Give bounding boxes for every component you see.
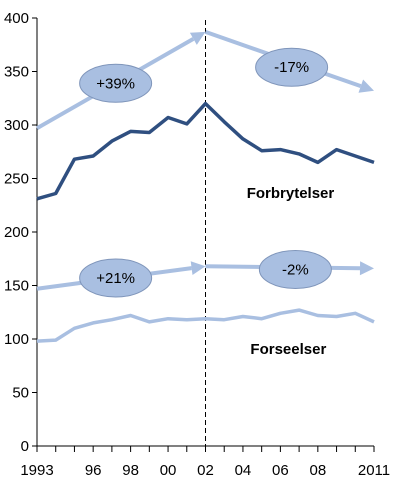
trend-bubble-label: -17% bbox=[274, 59, 309, 76]
x-tick-label: 98 bbox=[122, 462, 139, 479]
y-axis: 0 50 100 150 200 250 300 350 400 bbox=[4, 10, 38, 455]
trend-bubble: -2% bbox=[258, 249, 332, 289]
trend-bubble-label: -2% bbox=[282, 261, 309, 278]
trend-arrow-head bbox=[190, 261, 206, 275]
y-tick-label: 300 bbox=[4, 117, 29, 134]
series-line-forbrytelser bbox=[36, 101, 375, 201]
trend-bubble-label: +21% bbox=[96, 270, 135, 287]
trend-bubble-label: +39% bbox=[96, 75, 135, 92]
x-tick-label: 02 bbox=[197, 462, 214, 479]
trend-bubbles: +39% -17% +21% -2% bbox=[79, 47, 332, 298]
trend-bubble: -17% bbox=[255, 47, 329, 87]
x-axis: 1993 96 98 00 02 04 06 08 2011 bbox=[20, 445, 390, 479]
series-labels: Forbrytelser Forseelser bbox=[247, 185, 335, 358]
y-tick-label: 0 bbox=[21, 438, 29, 455]
trend-bubble-shape bbox=[79, 258, 153, 298]
trend-bubble-shape bbox=[258, 249, 332, 289]
x-tick-label: 96 bbox=[85, 462, 102, 479]
y-tick-label: 50 bbox=[12, 385, 29, 402]
series-line-forseelser bbox=[36, 308, 375, 343]
x-tick-label: 00 bbox=[160, 462, 177, 479]
y-tick-label: 250 bbox=[4, 171, 29, 188]
y-tick-label: 350 bbox=[4, 64, 29, 81]
trend-arrow-head bbox=[189, 31, 206, 45]
x-tick-label: 2011 bbox=[358, 462, 390, 479]
y-tick-label: 150 bbox=[4, 278, 29, 295]
trend-arrow-head bbox=[359, 261, 374, 276]
x-tick-label: 04 bbox=[235, 462, 252, 479]
series-label-forbrytelser: Forbrytelser bbox=[247, 185, 335, 202]
trend-arrow-head bbox=[358, 79, 374, 93]
trend-bubble-shape bbox=[79, 63, 153, 103]
x-tick-label: 1993 bbox=[20, 462, 53, 479]
trend-bubble: +39% bbox=[79, 63, 153, 103]
trend-bubble: +21% bbox=[79, 258, 153, 298]
trend-bubble-shape bbox=[255, 47, 329, 87]
series-label-forseelser: Forseelser bbox=[250, 341, 326, 358]
x-tick-label: 08 bbox=[309, 462, 326, 479]
x-tick-label: 06 bbox=[272, 462, 289, 479]
y-tick-label: 100 bbox=[4, 331, 29, 348]
y-tick-label: 400 bbox=[4, 10, 29, 27]
data-series bbox=[36, 101, 375, 343]
y-tick-label: 200 bbox=[4, 224, 29, 241]
